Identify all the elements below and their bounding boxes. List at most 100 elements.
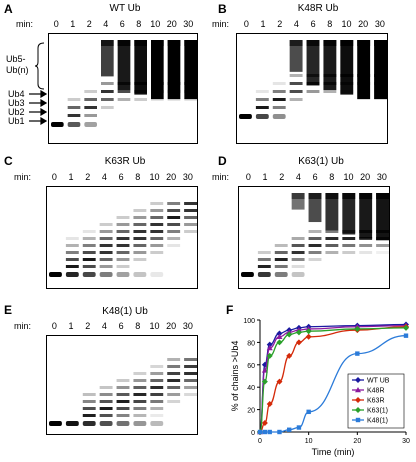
time-point-label: 20 — [166, 19, 177, 29]
gel-band — [134, 98, 147, 101]
gel-band — [133, 244, 147, 247]
panel-title-d: K63(1) Ub — [298, 156, 344, 167]
gel-band — [116, 223, 130, 226]
gel-band — [133, 258, 147, 261]
min-label-a: min: — [16, 19, 34, 29]
gel-band — [342, 237, 356, 240]
gel-band — [184, 98, 197, 101]
gel-band — [84, 90, 97, 93]
legend-label: K48(1) — [367, 418, 388, 425]
time-point-label: 4 — [103, 19, 109, 29]
gel-band — [82, 237, 96, 240]
gel-band — [101, 82, 114, 85]
panel-letter-c: C — [4, 154, 13, 168]
legend-label: WT UB — [367, 378, 390, 385]
gel-band — [82, 251, 96, 254]
gel-band — [150, 365, 164, 368]
gel-panel-c — [46, 186, 198, 289]
min-label-c: min: — [14, 172, 32, 182]
gel-band — [274, 251, 288, 254]
data-point — [305, 333, 312, 340]
gel-band — [325, 193, 339, 199]
time-point-label: 10 — [150, 19, 161, 29]
time-point-label: 1 — [262, 172, 268, 182]
gel-band — [99, 223, 113, 226]
time-point-label: 30 — [182, 321, 193, 331]
time-point-label: 1 — [68, 172, 74, 182]
gel-band — [342, 193, 356, 199]
time-point-label: 1 — [70, 19, 76, 29]
min-label-b: min: — [212, 19, 230, 29]
data-point — [355, 351, 360, 356]
time-point-label: 10 — [149, 172, 160, 182]
gel-band — [167, 40, 181, 46]
gel-band — [184, 372, 197, 375]
gel-smear — [101, 40, 114, 77]
x-tick-label: 0 — [258, 438, 262, 445]
gel-band — [99, 237, 113, 240]
gel-band — [150, 202, 164, 205]
data-point — [266, 352, 273, 359]
gel-band — [67, 122, 81, 127]
data-point — [355, 397, 361, 403]
gel-smear — [325, 193, 339, 231]
gel-band — [116, 393, 130, 396]
time-point-label: 0 — [245, 172, 251, 182]
time-row-d: 0 1 2 4 6 8 10 20 30 — [240, 172, 390, 182]
gel-band — [133, 421, 147, 426]
gel-band — [167, 209, 181, 212]
gel-band — [184, 358, 197, 361]
gel-band — [99, 258, 113, 261]
chart-f: 0 20 40 60 80 100 0 10 20 30 Time (min) % of chains… — [230, 318, 410, 457]
time-point-label: 10 — [149, 321, 160, 331]
time-point-label: 2 — [85, 321, 91, 331]
gel-band — [65, 272, 79, 277]
gel-band — [150, 237, 164, 240]
gel-band — [340, 40, 354, 46]
time-point-label: 30 — [182, 172, 193, 182]
gel-band — [184, 209, 197, 212]
gel-band — [99, 230, 113, 233]
data-point — [257, 429, 263, 435]
ub-chains-label: Ub5- Ub(n) — [6, 54, 29, 76]
gel-band — [289, 98, 303, 101]
gel-band — [150, 407, 164, 410]
gel-band — [150, 272, 164, 277]
gel-band — [150, 386, 164, 389]
gel-band — [150, 414, 164, 417]
data-point — [355, 417, 361, 423]
y-tick-label: 100 — [243, 318, 255, 325]
gel-band — [359, 244, 373, 247]
min-label-d: min: — [212, 172, 230, 182]
gel-band — [289, 90, 303, 93]
gel-band — [101, 98, 114, 101]
gel-band — [99, 244, 113, 247]
data-point — [277, 429, 282, 435]
gel-band — [101, 40, 114, 46]
gel-band — [359, 193, 373, 199]
time-row-b: 0 1 2 4 6 8 10 20 30 — [238, 19, 388, 29]
gel-band — [308, 258, 322, 261]
legend-label: K63(1) — [367, 408, 388, 415]
time-point-label: 6 — [312, 172, 318, 182]
gel-band — [133, 400, 147, 403]
panel-letter-f: F — [226, 303, 234, 317]
gel-band — [308, 193, 322, 199]
gel-band — [291, 251, 305, 254]
gel-panel-e — [46, 335, 198, 435]
gel-smear — [357, 40, 371, 100]
gel-band — [289, 74, 303, 77]
time-point-label: 6 — [119, 19, 125, 29]
data-point — [266, 401, 273, 407]
time-point-label: 6 — [118, 172, 124, 182]
gel-band — [167, 393, 181, 396]
gel-band — [167, 223, 181, 226]
gel-band — [116, 251, 130, 254]
y-tick-label: 20 — [247, 408, 255, 415]
panel-letter-e: E — [4, 303, 13, 317]
data-point — [267, 429, 272, 435]
gel-smear — [306, 40, 320, 86]
gel-band — [133, 393, 147, 396]
gel-band — [82, 414, 96, 417]
time-row-c: 0 1 2 4 6 8 10 20 30 — [46, 172, 196, 182]
